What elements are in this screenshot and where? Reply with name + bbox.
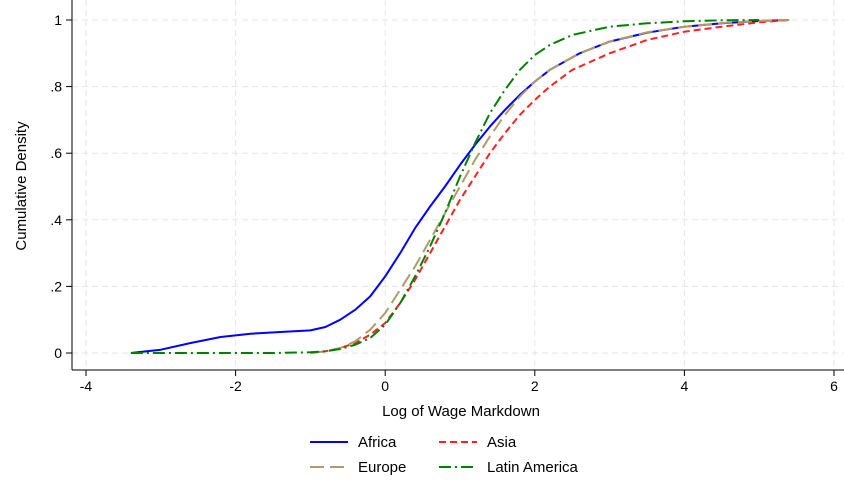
legend-label-latin-america: Latin America — [487, 459, 579, 476]
legend-label-europe: Europe — [358, 459, 406, 476]
legend-label-asia: Asia — [487, 434, 517, 451]
x-tick-label-0: -4 — [80, 378, 93, 394]
y-axis-label: Cumulative Density — [13, 121, 30, 251]
x-tick-label-2: 0 — [381, 378, 389, 394]
x-tick-label-1: -2 — [229, 378, 242, 394]
x-axis-label: Log of Wage Markdown — [382, 403, 540, 420]
y-tick-label-0: 0 — [54, 345, 62, 361]
y-tick-label-4: .8 — [50, 79, 62, 95]
y-tick-label-1: .2 — [50, 278, 62, 294]
x-tick-label-4: 4 — [681, 378, 689, 394]
grid-lines — [72, 0, 844, 370]
x-tick-label-3: 2 — [531, 378, 539, 394]
legend: Africa Asia Europe Latin America — [310, 434, 579, 476]
legend-label-africa: Africa — [358, 434, 397, 451]
y-tick-label-5: 1 — [54, 12, 62, 28]
axes: 0 .2 .4 .6 .8 1 -4 -2 0 2 4 6 — [50, 0, 844, 394]
series-line-latin-america — [130, 19, 760, 354]
series-lines — [130, 19, 790, 354]
y-tick-label-3: .6 — [50, 145, 62, 161]
y-tick-label-2: .4 — [50, 212, 62, 228]
series-line-asia — [310, 19, 790, 354]
x-tick-label-5: 6 — [830, 378, 838, 394]
series-line-africa — [130, 19, 790, 354]
series-line-europe — [310, 19, 790, 354]
